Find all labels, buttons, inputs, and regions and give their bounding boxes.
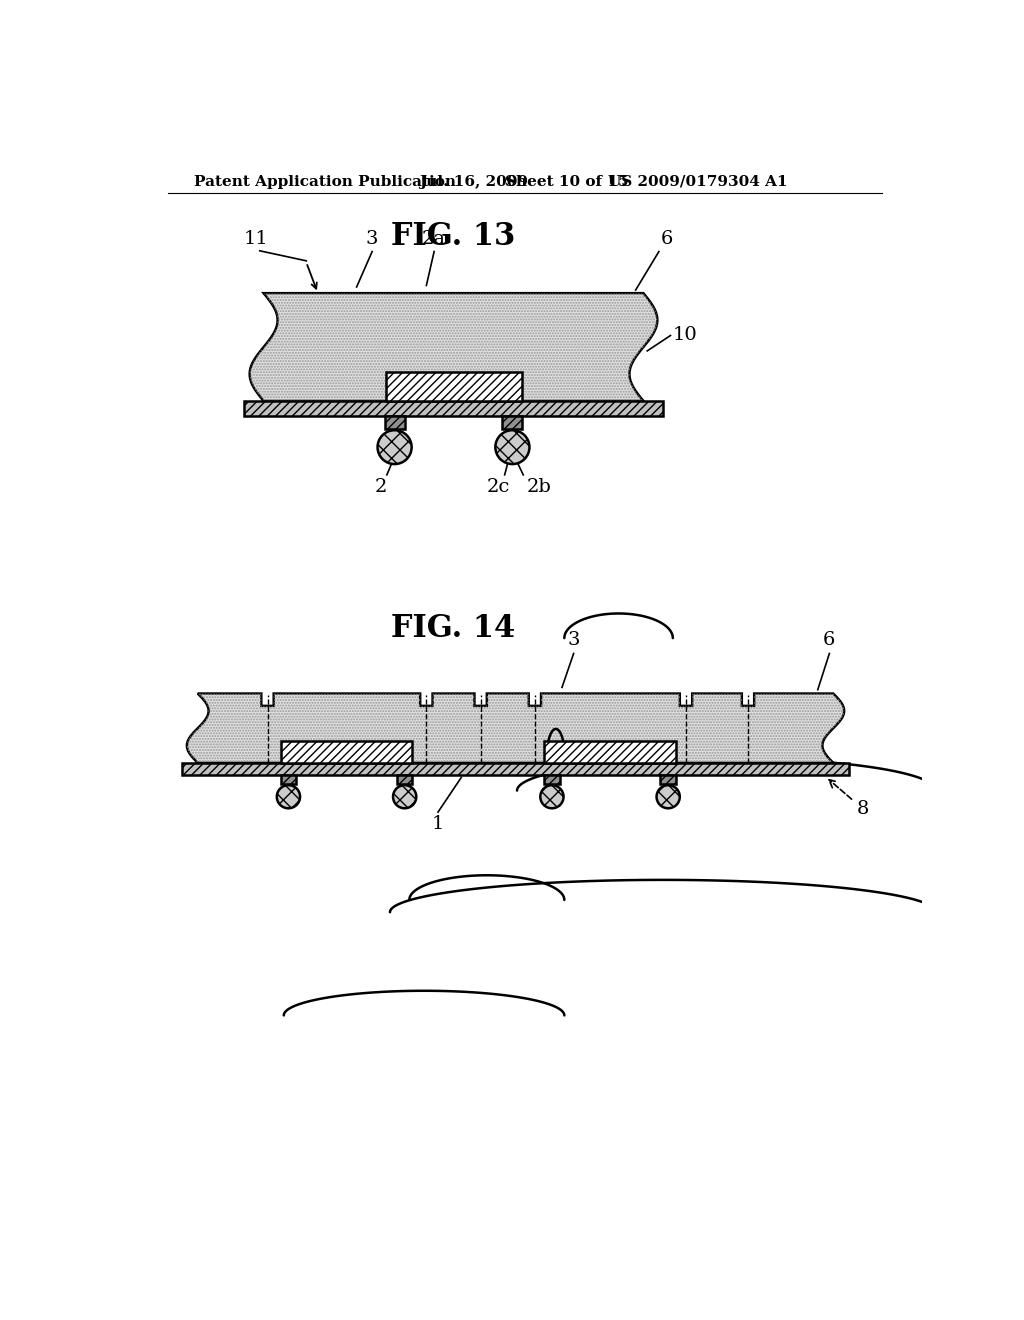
Text: 10: 10: [673, 326, 697, 345]
Polygon shape: [250, 293, 657, 401]
Text: FIG. 13: FIG. 13: [391, 222, 516, 252]
Circle shape: [378, 430, 412, 465]
Text: 3: 3: [366, 231, 379, 248]
Circle shape: [496, 430, 529, 465]
Text: 6: 6: [823, 631, 836, 649]
Bar: [397, 775, 413, 784]
Circle shape: [656, 785, 680, 808]
Text: 11: 11: [244, 231, 268, 248]
Bar: [503, 416, 522, 429]
Bar: [281, 742, 413, 763]
Bar: [660, 775, 676, 784]
Text: Jul. 16, 2009: Jul. 16, 2009: [419, 174, 527, 189]
Circle shape: [541, 785, 563, 808]
Bar: [385, 416, 404, 429]
Text: 8: 8: [829, 780, 869, 817]
Circle shape: [393, 785, 417, 808]
Text: 2b: 2b: [526, 478, 551, 496]
Text: FIG. 14: FIG. 14: [391, 612, 516, 644]
Bar: [544, 742, 676, 763]
Text: 6: 6: [660, 231, 673, 248]
Text: US 2009/0179304 A1: US 2009/0179304 A1: [608, 174, 788, 189]
Text: 2c: 2c: [486, 478, 510, 496]
Polygon shape: [187, 693, 844, 763]
Text: 2: 2: [375, 478, 387, 496]
Text: 2a: 2a: [422, 231, 446, 248]
Bar: [245, 401, 663, 416]
Text: 1: 1: [432, 816, 444, 833]
Circle shape: [276, 785, 300, 808]
Text: Sheet 10 of 15: Sheet 10 of 15: [506, 174, 629, 189]
Bar: [386, 372, 521, 401]
Bar: [182, 763, 849, 775]
Text: 3: 3: [567, 631, 580, 649]
Text: Patent Application Publication: Patent Application Publication: [194, 174, 456, 189]
Bar: [281, 775, 296, 784]
Bar: [544, 775, 560, 784]
